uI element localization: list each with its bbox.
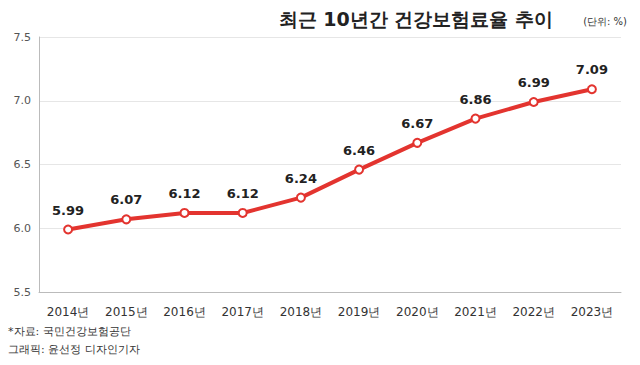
svg-text:2017년: 2017년: [221, 305, 264, 319]
svg-text:7.09: 7.09: [576, 62, 608, 77]
svg-text:6.07: 6.07: [110, 192, 142, 207]
svg-text:6.99: 6.99: [518, 75, 550, 90]
svg-text:최근 10년간 건강보험료율 추이: 최근 10년간 건강보험료율 추이: [279, 8, 553, 30]
svg-text:2019년: 2019년: [338, 305, 381, 319]
svg-text:7.0: 7.0: [14, 94, 32, 107]
svg-text:6.5: 6.5: [14, 158, 32, 171]
svg-text:2022년: 2022년: [512, 305, 555, 319]
svg-text:2020년: 2020년: [396, 305, 439, 319]
svg-text:6.86: 6.86: [459, 92, 491, 107]
svg-text:6.46: 6.46: [343, 143, 375, 158]
svg-text:2014년: 2014년: [47, 305, 90, 319]
svg-text:6.0: 6.0: [14, 222, 32, 235]
svg-text:그래픽: 윤선정 디자인기자: 그래픽: 윤선정 디자인기자: [8, 343, 140, 356]
svg-text:*자료: 국민건강보험공단: *자료: 국민건강보험공단: [8, 325, 131, 338]
svg-text:2023년: 2023년: [571, 305, 614, 319]
svg-text:6.12: 6.12: [227, 186, 259, 201]
svg-text:2016년: 2016년: [163, 305, 206, 319]
svg-text:(단위: %): (단위: %): [583, 16, 627, 27]
svg-text:6.12: 6.12: [168, 186, 200, 201]
svg-text:2021년: 2021년: [454, 305, 497, 319]
svg-text:7.5: 7.5: [14, 31, 32, 44]
svg-text:5.5: 5.5: [14, 286, 32, 299]
svg-text:6.67: 6.67: [401, 116, 433, 131]
svg-text:5.99: 5.99: [52, 203, 84, 218]
svg-text:2015년: 2015년: [105, 305, 148, 319]
svg-text:6.24: 6.24: [285, 171, 317, 186]
svg-text:2018년: 2018년: [280, 305, 323, 319]
